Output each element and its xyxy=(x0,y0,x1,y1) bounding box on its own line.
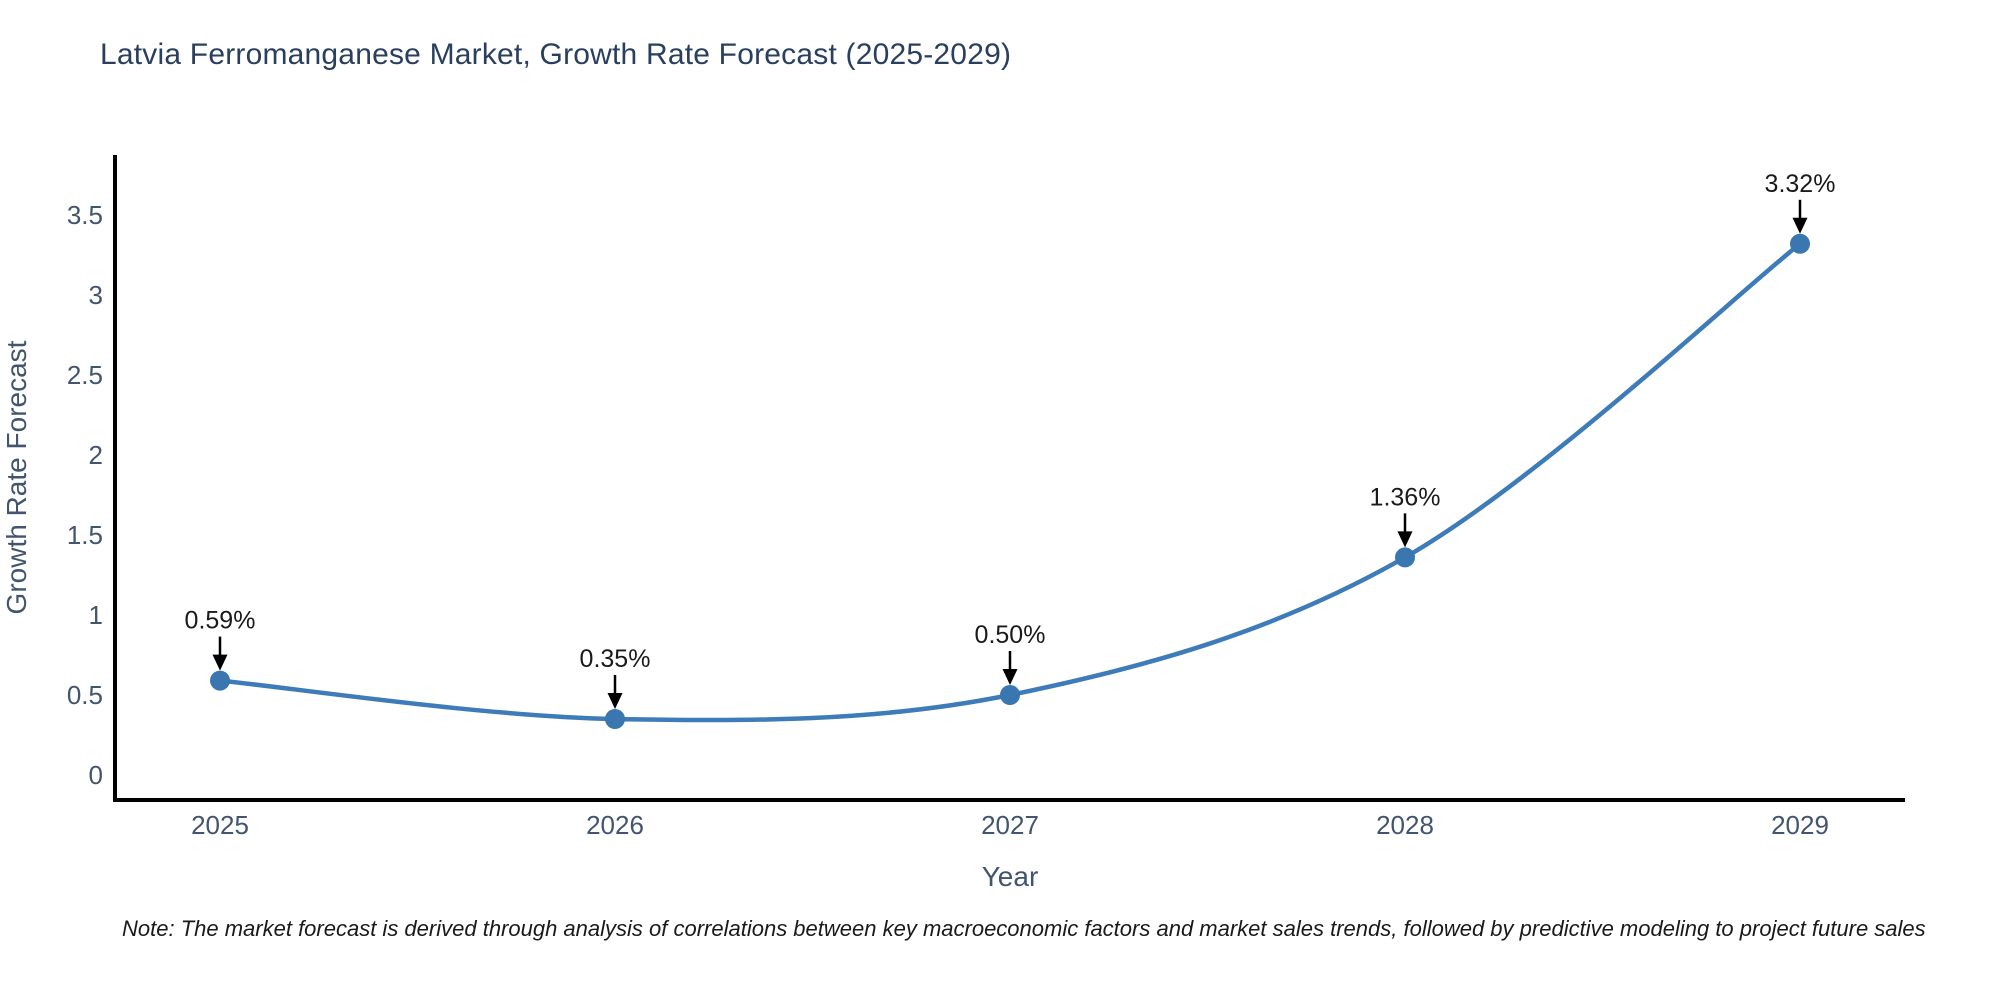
x-tick-label: 2025 xyxy=(191,810,249,840)
data-point-2027[interactable] xyxy=(1000,685,1020,705)
x-tick-label: 2029 xyxy=(1771,810,1829,840)
point-value-label: 0.59% xyxy=(185,607,256,635)
y-tick-label: 1.5 xyxy=(67,520,103,550)
chart-footnote: Note: The market forecast is derived thr… xyxy=(122,916,1926,941)
x-tick-label: 2027 xyxy=(981,810,1039,840)
y-tick-label: 0.5 xyxy=(67,680,103,710)
point-value-label: 3.32% xyxy=(1765,170,1836,198)
annotation-arrowhead xyxy=(1002,669,1018,685)
annotation-arrowhead xyxy=(212,654,228,671)
y-tick-label: 3 xyxy=(89,280,103,310)
y-tick-label: 3.5 xyxy=(67,200,103,230)
y-tick-label: 1 xyxy=(89,600,103,630)
data-point-2026[interactable] xyxy=(605,709,625,729)
data-point-2029[interactable] xyxy=(1790,233,1810,254)
data-point-2028[interactable] xyxy=(1395,547,1415,568)
annotation-arrowhead xyxy=(1397,531,1413,548)
point-value-label: 0.35% xyxy=(580,645,651,673)
annotation-arrowhead xyxy=(607,693,623,709)
y-tick-label: 2.5 xyxy=(67,360,103,390)
annotation-arrowhead xyxy=(1792,217,1808,234)
y-axis-title: Growth Rate Forecast xyxy=(1,340,32,614)
x-tick-label: 2026 xyxy=(586,810,644,840)
x-tick-label: 2028 xyxy=(1376,810,1434,840)
y-tick-label: 2 xyxy=(89,440,103,470)
point-value-label: 1.36% xyxy=(1370,483,1441,511)
forecast-line xyxy=(217,241,1803,723)
point-value-label: 0.50% xyxy=(975,621,1046,649)
chart-title: Latvia Ferromanganese Market, Growth Rat… xyxy=(100,38,1012,71)
data-point-2025[interactable] xyxy=(210,670,230,691)
y-tick-label: 0 xyxy=(89,760,103,790)
x-axis-title: Year xyxy=(982,861,1039,892)
